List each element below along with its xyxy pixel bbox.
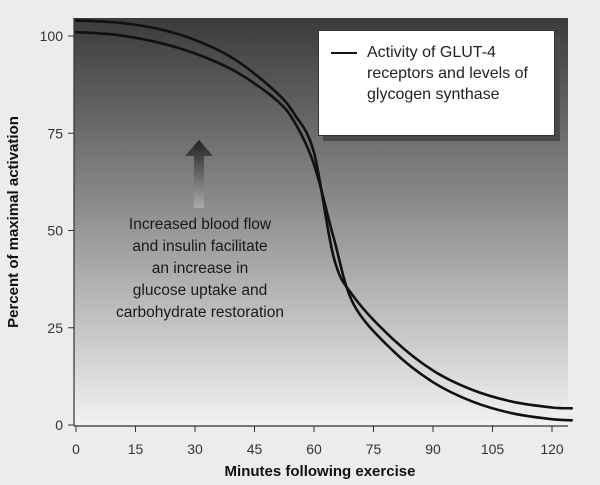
curves-layer <box>74 19 574 422</box>
annotation-line: an increase in <box>151 260 249 277</box>
series-line-2 <box>74 30 574 422</box>
y-tick-label: 50 <box>47 223 63 239</box>
x-tick-label: 15 <box>128 441 144 457</box>
annotation-line: carbohydrate restoration <box>115 304 284 321</box>
x-tick-label: 45 <box>247 441 263 457</box>
annotation-line: Increased blood flow <box>128 216 272 233</box>
annotation-line: and insulin facilitate <box>132 238 268 255</box>
x-tick-label: 90 <box>425 441 441 457</box>
x-axis-title: Minutes following exercise <box>225 463 416 480</box>
y-tick-label: 75 <box>47 125 63 141</box>
legend: Activity of GLUT-4 receptors and levels … <box>318 30 555 136</box>
y-tick-label: 100 <box>40 28 64 44</box>
x-tick-label: 105 <box>481 441 505 457</box>
x-tick-label: 75 <box>366 441 382 457</box>
x-tick-label: 60 <box>306 441 322 457</box>
axes-layer: 0 15 30 45 60 75 90 105 120 0 25 50 75 100 <box>40 18 568 457</box>
y-tick-label: 25 <box>47 320 63 336</box>
x-tick-label: 30 <box>187 441 203 457</box>
y-axis-title: Percent of maximal activation <box>5 116 22 328</box>
x-tick-label: 0 <box>72 441 80 457</box>
annotation-line: glucose uptake and <box>132 282 268 299</box>
up-arrow-icon <box>185 140 213 208</box>
legend-label: Activity of GLUT-4 receptors and levels … <box>367 44 528 103</box>
annotation-text: Increased blood flow and insulin facilit… <box>80 214 320 324</box>
y-tick-label: 0 <box>55 417 63 433</box>
legend-swatch <box>331 52 357 54</box>
x-tick-label: 120 <box>540 441 564 457</box>
